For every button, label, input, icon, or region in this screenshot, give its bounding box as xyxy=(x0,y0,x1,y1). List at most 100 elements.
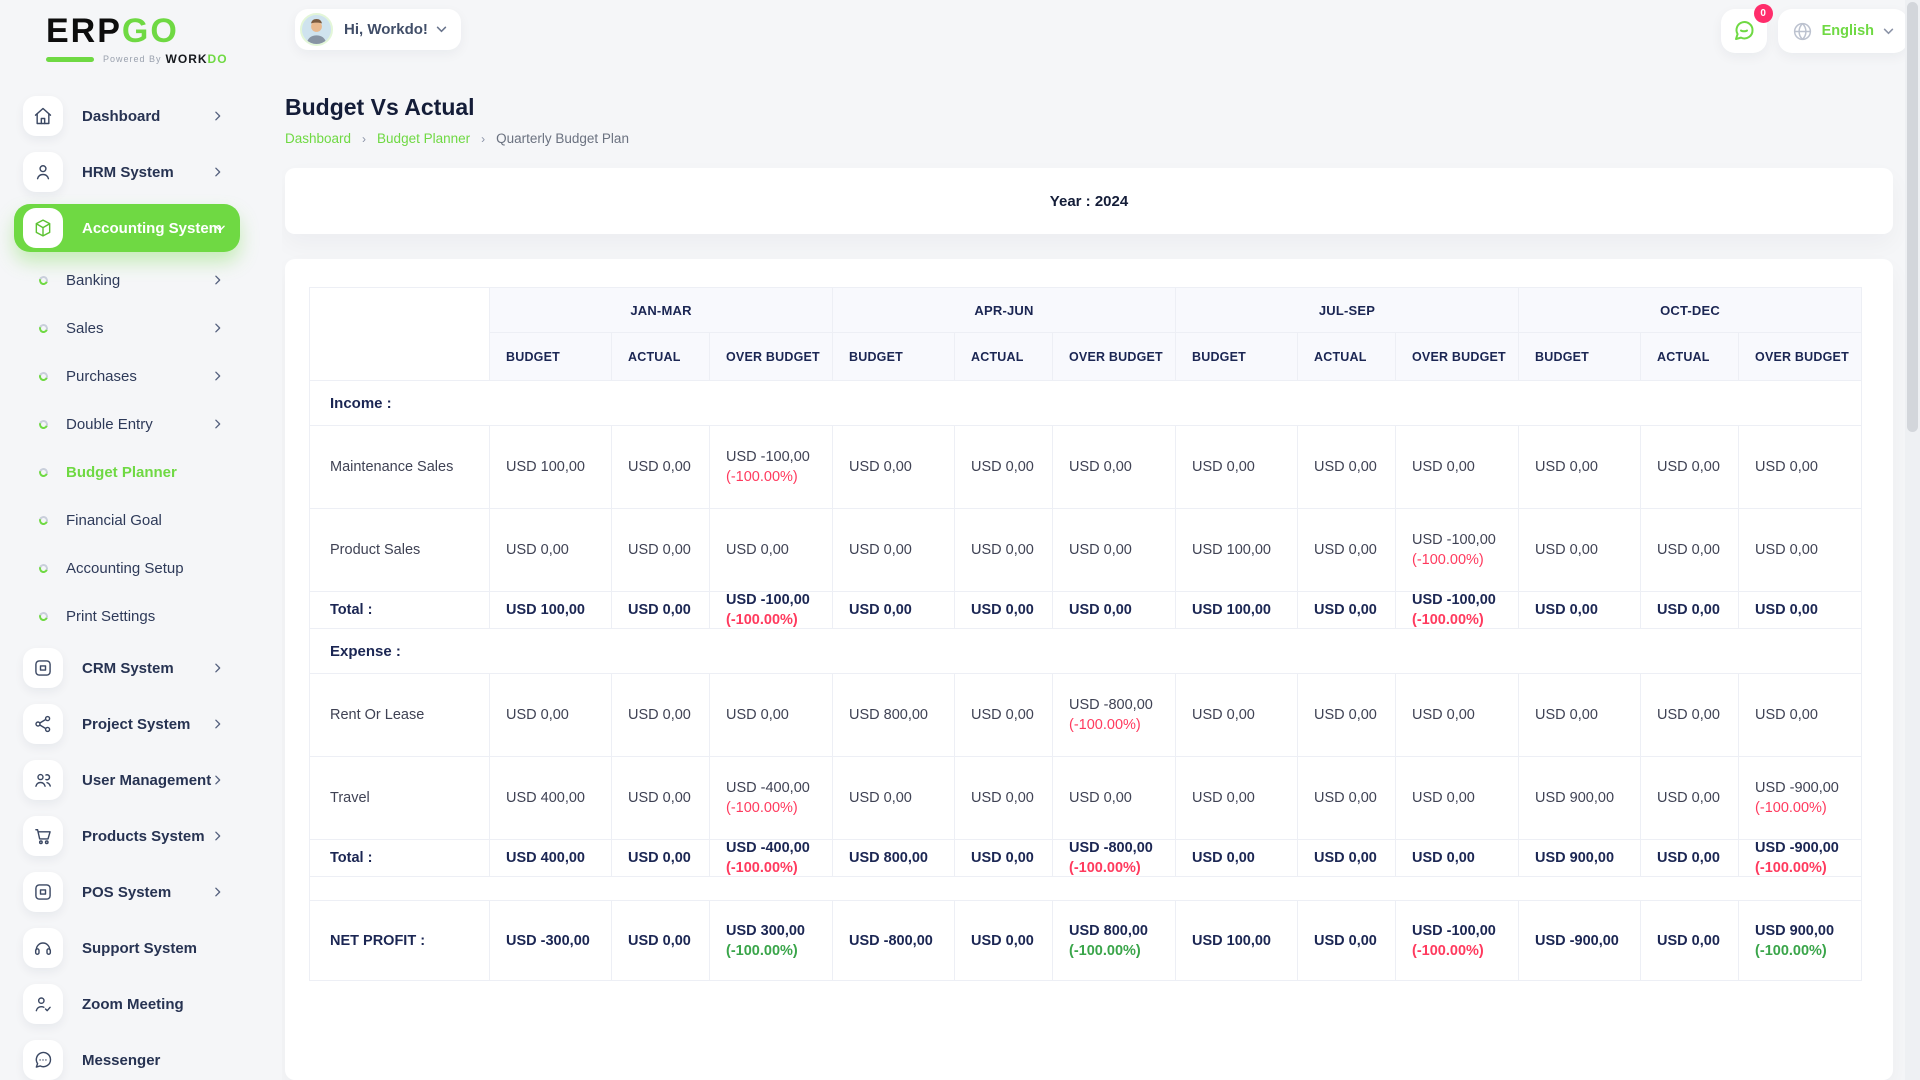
cell-amount: USD 900,00 xyxy=(1518,756,1642,840)
cell-amount: USD 0,00 xyxy=(1518,425,1642,509)
table-row-product-sales: Product Sales USD 0,00 USD 0,00 USD 0,00 USD… xyxy=(309,508,1863,592)
topbar-actions: 0 English xyxy=(1720,4,1908,53)
powered-by-label: Powered By xyxy=(103,54,162,64)
sidebar-item-label: Sales xyxy=(66,319,104,337)
sidebar-item-messenger[interactable]: Messenger xyxy=(0,1032,282,1080)
home-icon xyxy=(23,96,63,136)
year-card: Year : 2024 xyxy=(285,168,1893,234)
spacer-row xyxy=(308,876,1863,901)
cell-amount: USD -900,00 (-100.00%) xyxy=(1738,839,1863,877)
bullet-icon xyxy=(37,610,50,622)
cell-amount: USD 0,00 xyxy=(1175,839,1298,877)
cell-amount: USD -100,00 (-100.00%) xyxy=(1394,591,1520,629)
sidebar-item-label: Project System xyxy=(82,715,191,733)
cell-amount: USD 0,00 xyxy=(832,425,955,509)
sidebar-item-financial-goal[interactable]: Financial Goal xyxy=(0,496,282,544)
row-label: Maintenance Sales xyxy=(309,425,490,509)
main-content: Hi, Workdo! 0 English Budget Vs Actual D… xyxy=(282,0,1920,1080)
breadcrumb-separator-icon: › xyxy=(481,131,486,146)
sidebar-item-accounting-setup[interactable]: Accounting Setup xyxy=(0,544,282,592)
chat-notification-icon xyxy=(1734,21,1754,40)
chevron-right-icon xyxy=(211,274,224,287)
cell-percent: (-100.00%) xyxy=(1069,717,1141,733)
cell-percent: (-100.00%) xyxy=(726,800,798,816)
cell-percent: (-100.00%) xyxy=(1412,942,1484,959)
sidebar-item-print-settings[interactable]: Print Settings xyxy=(0,592,282,640)
cell-amount: USD 0,00 xyxy=(1297,839,1396,877)
quarter-header-apr-jun: APR-JUN xyxy=(832,287,1176,333)
table-row-maintenance-sales: Maintenance Sales USD 100,00 USD 0,00 USD -… xyxy=(309,425,1863,509)
cell-amount: USD 0,00 xyxy=(611,756,710,840)
chevron-right-icon xyxy=(211,774,224,787)
sidebar-item-project-system[interactable]: Project System xyxy=(0,696,282,752)
cell-amount: USD 100,00 xyxy=(1175,900,1298,981)
cell-amount: USD 0,00 xyxy=(1738,673,1863,757)
cell-amount: USD 0,00 xyxy=(489,673,612,757)
sidebar-item-hrm-system[interactable]: HRM System xyxy=(0,144,282,200)
cell-amount: USD 0,00 xyxy=(832,591,955,629)
bullet-icon xyxy=(37,562,50,574)
sidebar-item-user-management[interactable]: User Management xyxy=(0,752,282,808)
sidebar-item-crm-system[interactable]: CRM System xyxy=(0,640,282,696)
sidebar-item-products-system[interactable]: Products System xyxy=(0,808,282,864)
cell-amount: USD -100,00 (-100.00%) xyxy=(1394,508,1520,592)
column-header-oct-dec-actual: ACTUAL xyxy=(1640,332,1740,381)
cell-amount: USD 0,00 xyxy=(1052,591,1176,629)
workdo-brand: WORKDO xyxy=(165,52,228,66)
cell-amount: USD -300,00 xyxy=(489,900,612,981)
cell-amount: USD 800,00 xyxy=(832,839,955,877)
sidebar-item-pos-system[interactable]: POS System xyxy=(0,864,282,920)
row-label: NET PROFIT : xyxy=(309,900,490,981)
sidebar-item-label: Double Entry xyxy=(66,415,153,433)
section-label: Income : xyxy=(308,380,1863,426)
sidebar-item-dashboard[interactable]: Dashboard xyxy=(0,88,282,144)
column-header-jul-sep-over-budget: OVER BUDGET xyxy=(1394,332,1520,381)
headset-icon xyxy=(23,928,63,968)
cell-percent: (-100.00%) xyxy=(1069,860,1141,876)
page-scrollbar[interactable] xyxy=(1905,0,1920,1080)
cell-amount: USD 0,00 xyxy=(954,508,1053,592)
breadcrumb-link-budget-planner[interactable]: Budget Planner xyxy=(377,131,471,146)
cell-amount: USD 100,00 xyxy=(1175,591,1298,629)
user-menu-button[interactable]: Hi, Workdo! xyxy=(295,9,461,50)
chevron-down-icon xyxy=(436,26,447,33)
sidebar-item-purchases[interactable]: Purchases xyxy=(0,352,282,400)
sidebar-item-banking[interactable]: Banking xyxy=(0,256,282,304)
greeting-label: Hi, Workdo! xyxy=(344,21,428,38)
notifications-button[interactable]: 0 xyxy=(1720,4,1773,53)
sidebar-item-accounting-system[interactable]: Accounting System xyxy=(14,204,240,252)
language-label: English xyxy=(1821,23,1874,39)
window-icon xyxy=(23,648,63,688)
chevron-right-icon xyxy=(211,166,224,179)
sidebar-item-support-system[interactable]: Support System xyxy=(0,920,282,976)
cell-amount: USD 0,00 xyxy=(1052,425,1176,509)
globe-icon xyxy=(1793,22,1811,40)
sidebar-item-label: Dashboard xyxy=(82,107,161,125)
budget-table-card: JAN-MAR APR-JUN JUL-SEP OCT-DEC BUDGET ACTUAL… xyxy=(285,259,1893,1080)
cell-percent: (-100.00%) xyxy=(726,469,798,485)
cell-amount: USD 0,00 xyxy=(832,508,955,592)
column-header-oct-dec-budget: BUDGET xyxy=(1518,332,1642,381)
breadcrumb-link-dashboard[interactable]: Dashboard xyxy=(285,131,352,146)
sidebar-item-zoom-meeting[interactable]: Zoom Meeting xyxy=(0,976,282,1032)
cart-icon xyxy=(23,816,63,856)
cell-amount: USD 0,00 xyxy=(1175,756,1298,840)
chevron-right-icon xyxy=(211,886,224,899)
sidebar-item-budget-planner[interactable]: Budget Planner xyxy=(0,448,282,496)
app-logo[interactable]: ERPGO Powered By WORKDO xyxy=(0,0,282,66)
cell-percent: (-100.00%) xyxy=(1412,552,1484,568)
sidebar-item-label: Zoom Meeting xyxy=(82,995,184,1013)
cell-amount: USD 0,00 xyxy=(954,756,1053,840)
scrollbar-thumb[interactable] xyxy=(1907,2,1918,432)
sidebar-item-sales[interactable]: Sales xyxy=(0,304,282,352)
cell-amount: USD 0,00 xyxy=(1640,673,1740,757)
chevron-right-icon xyxy=(211,110,224,123)
cell-percent: (-100.00%) xyxy=(1755,800,1827,816)
language-selector[interactable]: English xyxy=(1777,9,1908,53)
cell-amount: USD 0,00 xyxy=(1518,673,1642,757)
sidebar-item-label: Purchases xyxy=(66,367,137,385)
cell-amount: USD 400,00 xyxy=(489,756,612,840)
cell-amount: USD 0,00 xyxy=(1738,425,1863,509)
sidebar-item-double-entry[interactable]: Double Entry xyxy=(0,400,282,448)
breadcrumb: Dashboard › Budget Planner › Quarterly B… xyxy=(285,131,629,146)
